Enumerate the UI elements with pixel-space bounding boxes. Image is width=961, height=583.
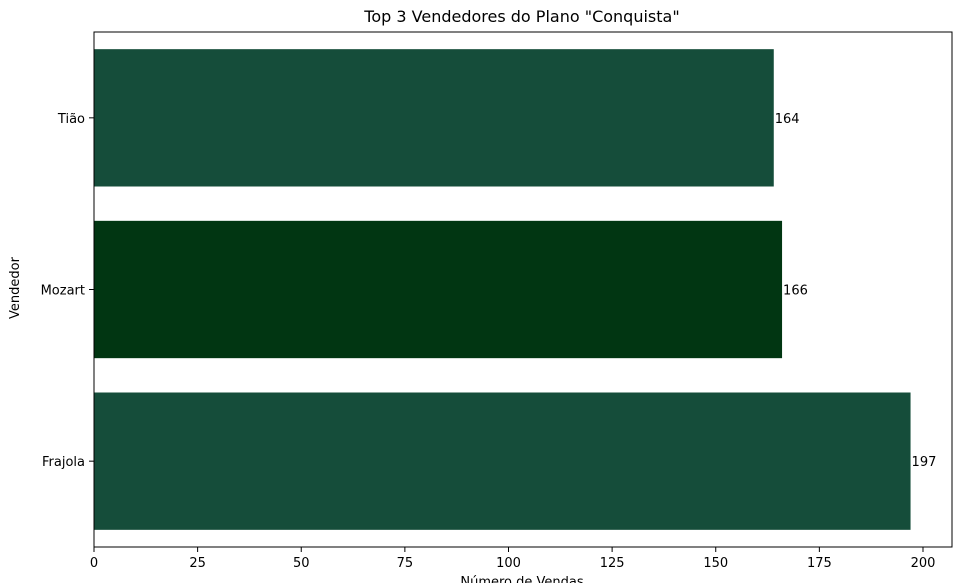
x-tick-label-175: 175	[807, 556, 832, 571]
data-label-frajola: 197	[912, 455, 937, 470]
x-tick-label-50: 50	[293, 556, 310, 571]
y-axis-label: Vendedor	[8, 256, 23, 319]
data-label-tiao: 164	[775, 112, 800, 127]
x-tick-label-200: 200	[911, 556, 936, 571]
x-tick-label-125: 125	[600, 556, 625, 571]
y-tick-label-tiao: Tião	[57, 112, 85, 127]
bar-tiao	[94, 49, 774, 187]
data-label-mozart: 166	[783, 284, 808, 299]
x-tick-label-150: 150	[703, 556, 728, 571]
bars-layer: 197 166 164	[94, 49, 936, 530]
plot-frame	[93, 31, 953, 548]
bar-mozart	[94, 220, 783, 359]
x-tick-label-0: 0	[90, 556, 98, 571]
x-tick-label-25: 25	[189, 556, 206, 571]
bar-frajola	[94, 392, 911, 530]
y-tick-label-frajola: Frajola	[42, 455, 85, 470]
chart-title: Top 3 Vendedores do Plano "Conquista"	[363, 7, 679, 26]
axes-layer: Frajola Mozart Tião 0 25 50 75 100 125 150 175 200	[41, 31, 953, 571]
y-tick-label-mozart: Mozart	[41, 284, 85, 299]
x-tick-label-100: 100	[496, 556, 521, 571]
x-tick-label-75: 75	[397, 556, 414, 571]
x-axis-label: Número de Vendas	[460, 575, 583, 583]
